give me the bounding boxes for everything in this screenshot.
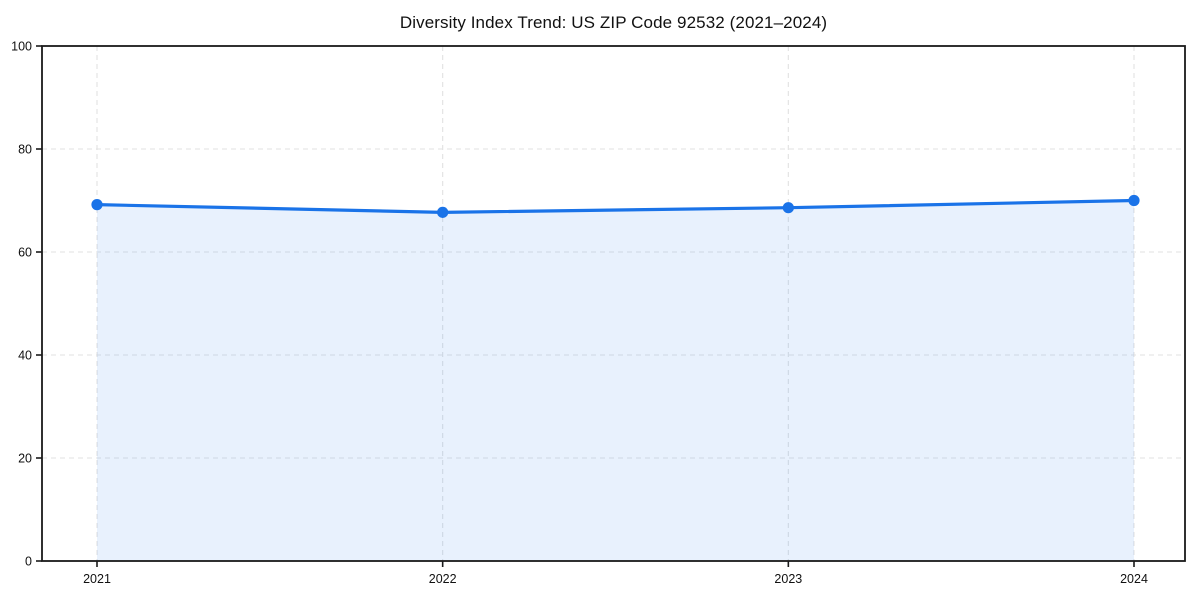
data-point	[782, 202, 794, 214]
y-tick-label: 100	[11, 40, 32, 54]
x-tick-label: 2024	[1120, 572, 1148, 586]
y-tick-label: 80	[18, 143, 32, 157]
trend-line	[95, 198, 1136, 214]
y-tick-label: 40	[18, 349, 32, 363]
x-tick-label: 2021	[83, 572, 111, 586]
plot-border	[41, 45, 1186, 562]
data-point	[1128, 194, 1140, 207]
x-tick-label: 2023	[774, 572, 802, 586]
area-fill	[97, 200, 1134, 561]
data-point	[437, 206, 449, 218]
data-point	[91, 199, 103, 211]
y-tick-label: 0	[25, 555, 32, 569]
chart-title: Diversity Index Trend: US ZIP Code 92532…	[399, 13, 828, 32]
x-tick-label: 2022	[429, 572, 457, 586]
y-tick-label: 20	[18, 452, 32, 466]
y-tick-label: 60	[18, 246, 32, 260]
